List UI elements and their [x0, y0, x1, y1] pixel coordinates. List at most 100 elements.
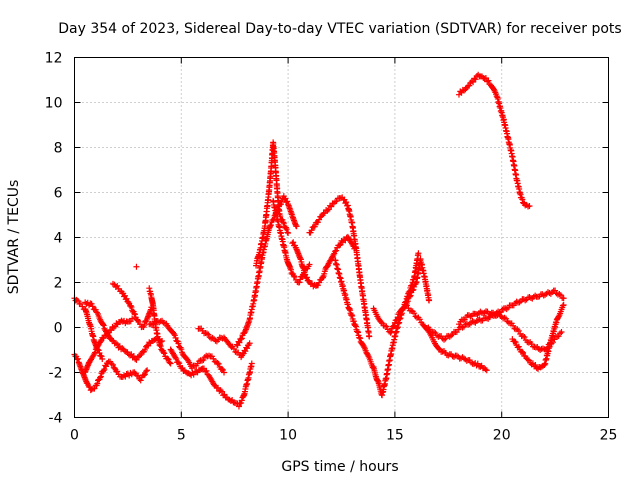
data-point — [503, 306, 510, 313]
data-point — [92, 306, 99, 313]
data-points — [71, 71, 567, 410]
data-point — [164, 355, 171, 362]
data-point — [520, 349, 527, 356]
y-tick-label: 12 — [45, 51, 63, 67]
data-point — [230, 345, 237, 352]
data-point — [369, 364, 376, 371]
data-point — [268, 222, 275, 229]
data-point — [200, 356, 207, 363]
data-point — [141, 322, 148, 329]
data-point — [296, 279, 303, 286]
series-sat-p — [332, 250, 422, 399]
data-point — [235, 403, 242, 410]
data-point — [205, 331, 212, 338]
data-point — [74, 355, 81, 362]
data-point — [218, 365, 225, 372]
data-point — [512, 339, 519, 346]
data-point — [144, 367, 151, 374]
data-point — [481, 309, 488, 316]
data-point — [236, 339, 243, 346]
y-tick-label: 6 — [54, 186, 63, 202]
data-point — [311, 223, 318, 230]
data-point — [98, 353, 105, 360]
data-point — [129, 315, 136, 322]
data-point — [184, 356, 191, 363]
data-point — [466, 82, 473, 89]
x-tick-label: 15 — [386, 428, 404, 444]
data-point — [290, 239, 297, 246]
series-sat-e — [109, 280, 155, 331]
series-sat-h — [146, 317, 228, 376]
data-point — [522, 297, 529, 304]
data-point — [232, 348, 239, 355]
x-tick-labels: 0 5 10 15 20 25 — [70, 428, 617, 444]
series-sat-i — [167, 346, 255, 410]
series-sat-j — [195, 325, 253, 361]
x-tick-label: 10 — [279, 428, 297, 444]
data-point — [526, 203, 533, 209]
data-point — [287, 266, 294, 273]
data-point — [426, 297, 433, 304]
data-point — [198, 357, 205, 364]
data-point — [343, 199, 350, 206]
data-point — [209, 334, 216, 341]
data-point — [130, 353, 137, 360]
data-point — [394, 314, 401, 321]
data-point — [410, 286, 417, 293]
data-point — [244, 345, 251, 352]
series-sat-v — [455, 71, 533, 210]
series-sat-b — [71, 295, 106, 362]
data-point — [502, 305, 509, 312]
data-point — [109, 361, 116, 368]
data-point — [133, 356, 140, 363]
x-tick-label: 5 — [177, 428, 186, 444]
data-point — [316, 279, 323, 286]
data-point — [283, 226, 290, 233]
data-point — [557, 330, 564, 337]
data-point — [100, 322, 107, 329]
y-tick-label: 0 — [54, 321, 63, 337]
data-point — [94, 380, 101, 387]
grid-lines — [74, 57, 609, 418]
series-sat-o — [306, 194, 373, 340]
data-point — [246, 340, 253, 347]
data-point — [172, 334, 179, 341]
data-point — [167, 360, 174, 367]
data-point — [515, 327, 522, 334]
data-point — [415, 250, 422, 257]
data-point — [175, 340, 182, 347]
data-point — [328, 203, 335, 210]
data-point — [518, 348, 525, 355]
data-point — [474, 360, 481, 367]
series-sat-f — [133, 263, 140, 270]
series-sat-l — [253, 139, 292, 269]
data-point — [319, 274, 326, 281]
data-point — [132, 311, 139, 318]
data-point — [472, 76, 479, 83]
data-point — [133, 263, 140, 270]
y-tick-label: 10 — [45, 96, 63, 112]
data-point — [161, 350, 168, 357]
series-sat-d — [82, 299, 166, 363]
data-point — [293, 223, 300, 230]
y-tick-label: 8 — [54, 141, 63, 157]
data-point — [99, 321, 106, 328]
data-point — [92, 349, 99, 356]
data-point — [160, 349, 167, 356]
data-point — [285, 230, 292, 236]
data-point — [516, 299, 523, 306]
data-point — [241, 329, 248, 336]
data-point — [483, 367, 490, 374]
series-sat-a — [71, 351, 151, 394]
data-point — [556, 291, 563, 298]
data-point — [324, 263, 331, 270]
data-point — [91, 350, 98, 357]
series-sat-q — [370, 256, 433, 336]
data-point — [532, 362, 539, 369]
data-point — [406, 293, 413, 300]
data-point — [485, 77, 492, 84]
x-tick-label: 0 — [70, 428, 79, 444]
y-tick-label: 2 — [54, 276, 63, 292]
data-point — [110, 324, 117, 331]
